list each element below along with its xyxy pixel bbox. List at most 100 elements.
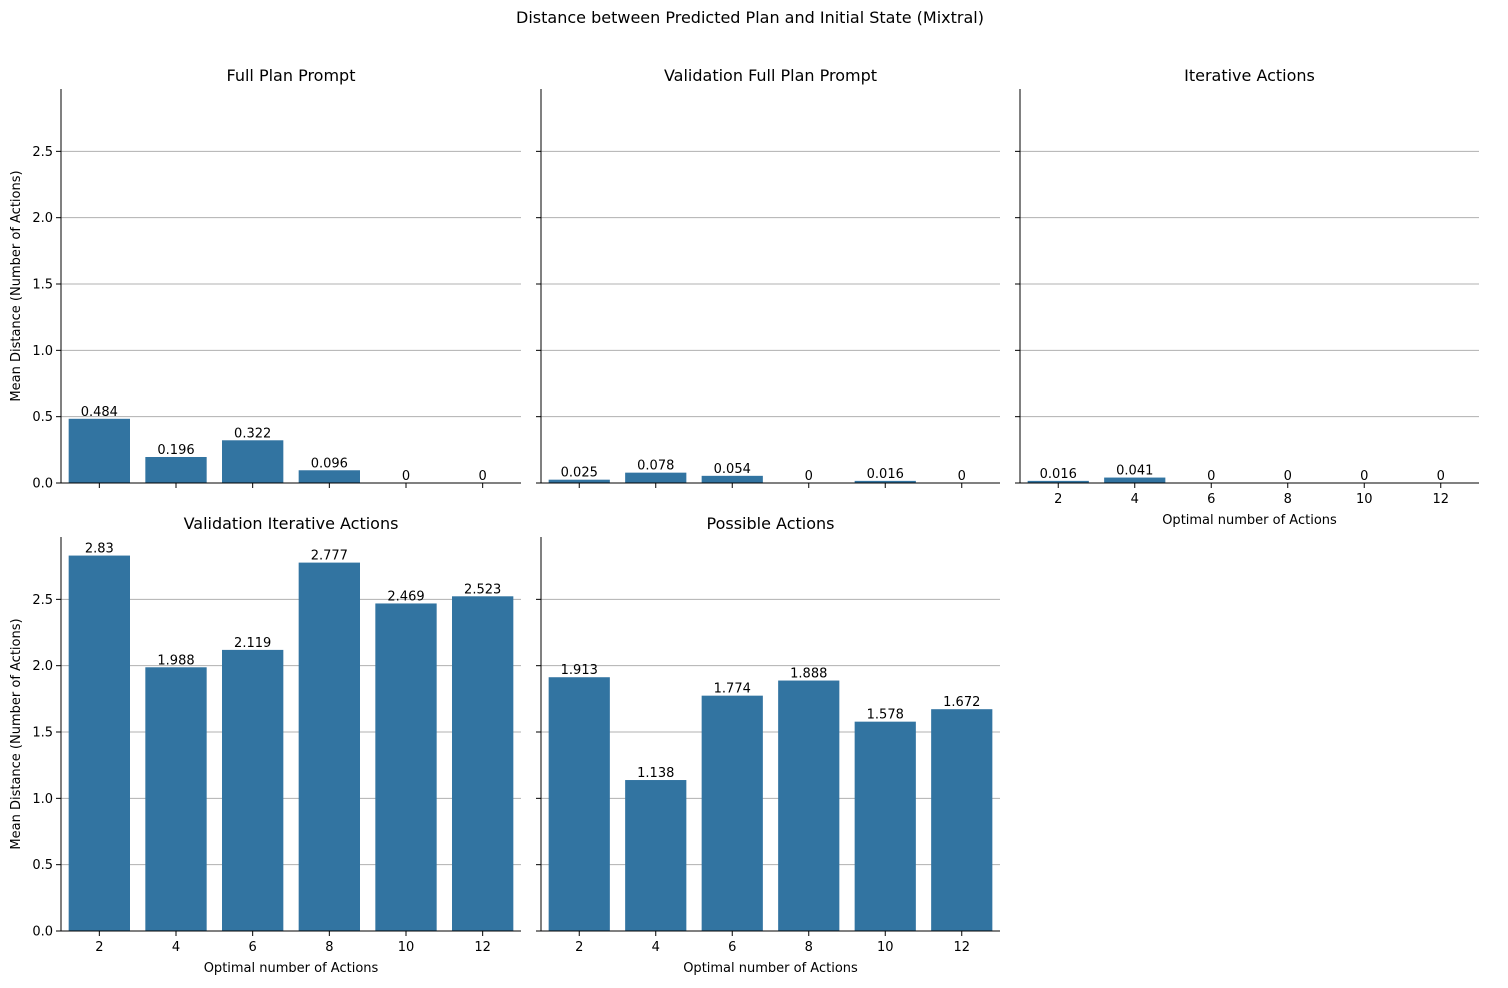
x-tick-label: 12 (953, 940, 970, 955)
bar-value-label: 0 (479, 469, 487, 484)
x-tick-label: 10 (1356, 492, 1373, 507)
chart-panel: 0.025 0.078 0.054 0 0.016 0 Validation Full Pl… (536, 66, 1000, 488)
x-tick-label: 10 (877, 940, 894, 955)
bar-value-label: 1.888 (790, 667, 827, 682)
bar-value-label: 0 (1360, 469, 1368, 484)
bar-value-label: 2.119 (234, 636, 271, 651)
bar-value-label: 0.078 (637, 459, 674, 474)
bar (854, 721, 916, 931)
bar (375, 603, 437, 931)
x-axis-label: Optimal number of Actions (1162, 513, 1337, 528)
x-tick-label: 6 (728, 940, 736, 955)
bar (701, 475, 763, 483)
y-tick-label: 2.5 (32, 145, 53, 160)
bar-value-label: 0.041 (1116, 464, 1153, 479)
bar (68, 555, 130, 931)
x-tick-label: 4 (1131, 492, 1139, 507)
y-tick-label: 1.0 (32, 792, 53, 807)
y-tick-label: 0.0 (32, 925, 53, 940)
bar-value-label: 1.138 (637, 766, 674, 781)
x-tick-label: 8 (1284, 492, 1292, 507)
chart-panel: 1.913 1.138 1.774 1.888 1.578 1.672 2 4 6 8 10 12 Po… (536, 514, 1000, 976)
panel-title: Validation Iterative Actions (184, 514, 399, 533)
bar-value-label: 0.196 (157, 443, 194, 458)
chart-panel: 0.016 0.041 0 0 0 0 2 4 6 8 10 12 Iterative Actions O… (1015, 66, 1479, 528)
bar-value-label: 2.83 (85, 542, 114, 557)
x-tick-label: 4 (652, 940, 660, 955)
bar-value-label: 0.096 (311, 456, 348, 471)
x-tick-label: 2 (575, 940, 583, 955)
bar-value-label: 2.523 (464, 582, 501, 597)
bar (548, 677, 610, 931)
bar-value-label: 0.025 (561, 466, 598, 481)
y-tick-label: 1.0 (32, 344, 53, 359)
bar (1104, 477, 1166, 483)
bar-value-label: 0 (1284, 469, 1292, 484)
x-tick-label: 4 (172, 940, 180, 955)
bar (222, 649, 284, 931)
bar-value-label: 0.484 (81, 405, 118, 420)
bar (298, 470, 360, 483)
bar-value-label: 0 (1207, 469, 1215, 484)
bar (145, 667, 207, 931)
bar-value-label: 0.016 (867, 467, 904, 482)
bar-value-label: 0.322 (234, 426, 271, 441)
bar-value-label: 0 (402, 469, 410, 484)
x-tick-label: 8 (805, 940, 813, 955)
bar-value-label: 0.016 (1040, 467, 1077, 482)
bar-value-label: 2.777 (311, 549, 348, 564)
panel-title: Possible Actions (707, 514, 835, 533)
y-tick-label: 2.0 (32, 659, 53, 674)
bar (1027, 480, 1089, 483)
bar-value-label: 1.672 (943, 695, 980, 710)
x-axis-label: Optimal number of Actions (683, 961, 858, 976)
bar (625, 780, 687, 931)
figure-title: Distance between Predicted Plan and Init… (516, 8, 984, 27)
chart-panel: 2.83 1.988 2.119 2.777 2.469 2.523 0.0 0.5 1.0 1.… (9, 514, 521, 976)
bar-value-label: 1.913 (561, 663, 598, 678)
y-tick-label: 1.5 (32, 278, 53, 293)
y-tick-label: 0.5 (32, 858, 53, 873)
x-tick-label: 6 (249, 940, 257, 955)
x-tick-label: 12 (474, 940, 491, 955)
bar (145, 456, 207, 483)
bar-value-label: 1.988 (157, 653, 194, 668)
chart-panel: 0.484 0.196 0.322 0.096 0 0 0.0 0.5 1.0 1.5 2.0 2.5… (9, 66, 521, 492)
bar (222, 440, 284, 483)
bar-value-label: 1.578 (867, 708, 904, 723)
x-tick-label: 2 (1054, 492, 1062, 507)
panel-title: Validation Full Plan Prompt (664, 66, 877, 85)
bar-value-label: 1.774 (714, 682, 751, 697)
bar (931, 709, 993, 931)
bar-value-label: 0 (1437, 469, 1445, 484)
x-tick-label: 2 (95, 940, 103, 955)
bar (548, 479, 610, 483)
bar (68, 418, 130, 483)
bar (778, 680, 840, 931)
y-tick-label: 2.0 (32, 211, 53, 226)
bar (854, 480, 916, 483)
x-tick-label: 6 (1207, 492, 1215, 507)
bar (298, 562, 360, 931)
bar-value-label: 0 (805, 469, 813, 484)
bar (625, 472, 687, 483)
bar-value-label: 2.469 (387, 589, 424, 604)
x-axis-label: Optimal number of Actions (204, 961, 379, 976)
panel-title: Full Plan Prompt (227, 66, 356, 85)
bar (452, 596, 514, 931)
y-axis-label: Mean Distance (Number of Actions) (9, 618, 24, 849)
y-axis-label: Mean Distance (Number of Actions) (9, 170, 24, 401)
x-tick-label: 8 (325, 940, 333, 955)
y-tick-label: 1.5 (32, 726, 53, 741)
panel-title: Iterative Actions (1184, 66, 1315, 85)
y-tick-label: 2.5 (32, 593, 53, 608)
x-tick-label: 12 (1432, 492, 1449, 507)
y-tick-label: 0.5 (32, 410, 53, 425)
bar-value-label: 0.054 (714, 462, 751, 477)
x-tick-label: 10 (398, 940, 415, 955)
bar-value-label: 0 (958, 469, 966, 484)
bar (701, 695, 763, 931)
y-tick-label: 0.0 (32, 477, 53, 492)
